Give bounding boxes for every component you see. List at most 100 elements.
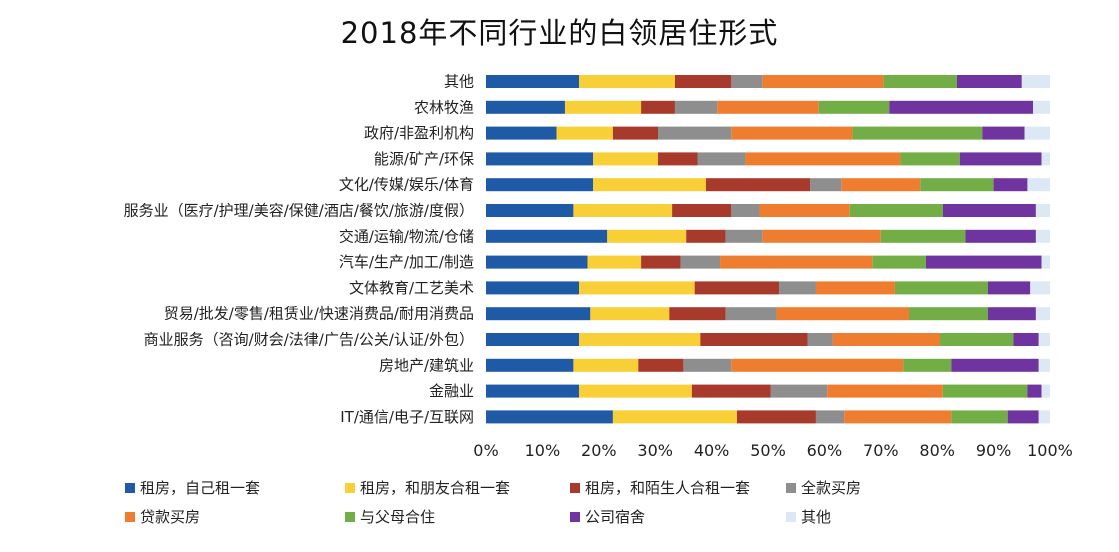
bar-segment	[731, 358, 904, 372]
bar-segment	[900, 152, 960, 166]
bar-segment	[731, 75, 763, 88]
bar-segment	[674, 100, 718, 114]
x-tick-label: 30%	[637, 441, 673, 460]
bar-segment	[849, 204, 943, 217]
bar-segment	[590, 307, 670, 321]
bar-segment	[669, 307, 726, 321]
bar-segment	[700, 333, 808, 346]
bar-segment	[1041, 152, 1050, 166]
bar-segment	[717, 100, 819, 114]
bar-segment	[745, 152, 901, 166]
bar-segment	[612, 126, 659, 140]
bar-segment	[486, 333, 580, 346]
bar-segment	[556, 126, 613, 140]
bar-segment	[486, 229, 608, 243]
bar-segment	[993, 178, 1028, 192]
bar-segment	[683, 358, 732, 372]
bar-segment	[1027, 384, 1042, 398]
bar-segment	[759, 204, 850, 217]
legend-swatch	[570, 512, 580, 522]
bar-segment	[844, 410, 952, 424]
bar-segment	[841, 178, 921, 192]
bar-segment	[762, 75, 884, 88]
bar-segment	[1035, 204, 1050, 217]
x-tick-label: 80%	[919, 441, 955, 460]
bar-segment	[579, 384, 692, 398]
x-tick-label: 0%	[473, 441, 498, 460]
bar-segment	[564, 100, 642, 114]
bar-segment	[852, 126, 983, 140]
bar-segment	[579, 281, 695, 295]
bar-segment	[725, 307, 777, 321]
bar-segment	[486, 126, 557, 140]
bar-segment	[1038, 410, 1050, 424]
bar-segment	[987, 307, 1036, 321]
legend-label: 公司宿舍	[585, 508, 645, 526]
bar-segment	[1021, 75, 1050, 88]
legend-swatch	[786, 483, 796, 493]
bar-segment	[641, 255, 681, 269]
category-label: 金融业	[429, 382, 474, 400]
bar-segment	[697, 152, 746, 166]
bar-segment	[587, 255, 642, 269]
bar-segment	[965, 229, 1036, 243]
category-label: 政府/非盈利机构	[364, 124, 474, 142]
bar-segment	[593, 152, 659, 166]
bar-segment	[1038, 358, 1050, 372]
bar-segment	[832, 333, 941, 346]
bar-segment	[720, 255, 873, 269]
bar-segment	[680, 255, 721, 269]
bar-segment	[818, 100, 890, 114]
chart-title: 2018年不同行业的白领居住形式	[340, 16, 779, 50]
bar-segment	[940, 333, 1014, 346]
bar-segment	[674, 75, 732, 88]
bar-segment	[1013, 333, 1039, 346]
bar-segment	[486, 255, 588, 269]
bar-segment	[1030, 281, 1050, 295]
bar-segment	[920, 178, 994, 192]
bar-segment	[815, 281, 895, 295]
bar-segment	[951, 410, 1008, 424]
bar-segment	[1038, 333, 1050, 346]
legend-label: 租房，自己租一套	[140, 479, 260, 497]
x-tick-label: 90%	[976, 441, 1012, 460]
bar-segment	[827, 384, 943, 398]
bar-segment	[658, 126, 732, 140]
bar-segment	[815, 410, 845, 424]
bar-segment	[486, 358, 574, 372]
bar-segment	[1041, 384, 1050, 398]
x-tick-label: 10%	[525, 441, 561, 460]
bar-segment	[573, 358, 639, 372]
legend-label: 全款买房	[801, 479, 861, 497]
category-label: 农林牧渔	[414, 98, 474, 116]
x-tick-label: 70%	[863, 441, 899, 460]
bar-segment	[903, 358, 952, 372]
legend-swatch	[570, 483, 580, 493]
legend-label: 贷款买房	[140, 508, 200, 526]
legend-swatch	[345, 483, 355, 493]
bar-segment	[1035, 229, 1050, 243]
x-tick-label: 40%	[694, 441, 730, 460]
bar-segment	[641, 100, 675, 114]
category-label: 商业服务（咨询/财会/法律/广告/公关/认证/外包）	[144, 331, 474, 349]
bar-segment	[762, 229, 881, 243]
bar-segment	[573, 204, 673, 217]
bar-segment	[731, 126, 853, 140]
legend-swatch	[786, 512, 796, 522]
x-tick-label: 20%	[581, 441, 617, 460]
bar-segment	[779, 281, 816, 295]
bar-segment	[770, 384, 828, 398]
bar-segment	[486, 384, 580, 398]
bar-segment	[705, 178, 811, 192]
bar-segment	[909, 307, 988, 321]
bar-segment	[959, 152, 1042, 166]
legend-swatch	[125, 483, 135, 493]
bar-segment	[1027, 178, 1050, 192]
bar-segment	[894, 281, 988, 295]
bar-segment	[925, 255, 1042, 269]
category-label: 汽车/生产/加工/制造	[339, 253, 474, 271]
bar-segment	[736, 410, 816, 424]
category-label: 其他	[444, 73, 474, 91]
